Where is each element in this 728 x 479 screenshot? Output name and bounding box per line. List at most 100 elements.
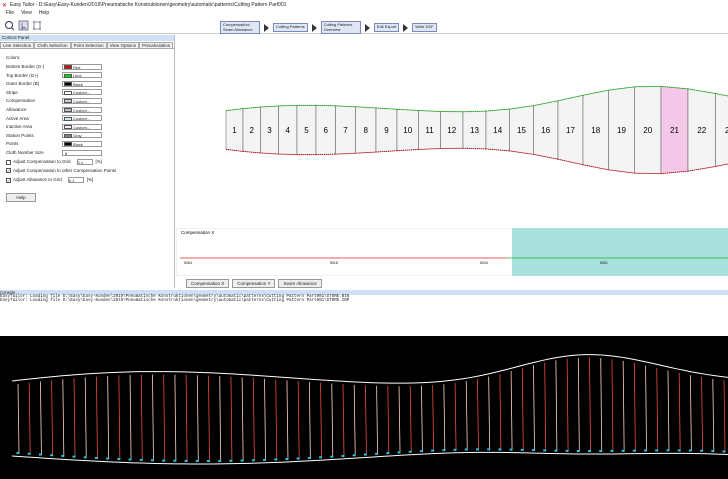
control-panel: Control Panel Line SelectionCloth Select… [0, 35, 175, 288]
color-swatch [64, 65, 72, 69]
color-swatch [64, 99, 72, 103]
marker [476, 448, 479, 450]
option-unit: [%] [96, 159, 103, 164]
cloth-number: 2 [250, 126, 255, 135]
marker [543, 449, 546, 451]
compensation-graph: Compensation X 5264501652445021 [176, 228, 728, 276]
option-label: Adjust Compensation to other Compensatio… [13, 168, 116, 173]
cloth-number: 5 [304, 126, 309, 135]
marker [95, 457, 98, 459]
marker [353, 454, 356, 456]
tab[interactable]: Line Selection [0, 42, 34, 48]
marker [308, 457, 311, 459]
marker [644, 450, 647, 452]
graph-button[interactable]: Compensation X [186, 279, 229, 288]
graph-title: Compensation X [181, 230, 214, 235]
menu-item[interactable]: Help [39, 10, 49, 18]
color-value: Red [73, 65, 80, 70]
cloth-number: 13 [470, 126, 479, 135]
marker [386, 452, 389, 454]
graph-button[interactable]: Compensation Y [232, 279, 275, 288]
color-dropdown[interactable]: Custom... [62, 107, 102, 113]
checkbox[interactable]: ✓ [6, 178, 11, 183]
marker [73, 456, 76, 458]
color-value: Custom... [73, 125, 90, 130]
marker [610, 450, 613, 452]
marker [420, 450, 423, 452]
color-dropdown[interactable]: Custom... [62, 124, 102, 130]
marker [666, 449, 669, 451]
menu-item[interactable]: File [6, 10, 14, 18]
row-label: Top Border (G+) [6, 73, 38, 78]
marker [319, 456, 322, 458]
workflow-button[interactable]: Cutting Patterns Overview [321, 21, 361, 34]
option-label: Adjust Compensation to Grid [13, 159, 71, 164]
page: ✕Easy Tailor - D:\Easy\Easy-Kunden\2019\… [0, 0, 728, 479]
color-swatch [64, 125, 72, 129]
graph-label: 5244 [480, 261, 488, 265]
cloth-number: 15 [517, 126, 526, 135]
checkbox[interactable]: ✓ [6, 168, 11, 173]
menu-bar: File View Help [0, 10, 49, 18]
cloth-number: 19 [617, 126, 626, 135]
cloth-number: 14 [493, 126, 502, 135]
marker [341, 455, 344, 457]
row-label: Compensation [6, 98, 35, 103]
menu-item[interactable]: View [21, 10, 32, 18]
color-dropdown[interactable]: Custom... [62, 89, 102, 95]
workflow-button[interactable]: Edit Export [374, 23, 400, 32]
color-dropdown[interactable]: Red [62, 64, 102, 70]
row-label: Outer Border (B) [6, 81, 39, 86]
color-dropdown[interactable]: Black [62, 141, 102, 147]
graph-button[interactable]: Seam Allowance [278, 279, 321, 288]
colors-heading: Colors: [6, 55, 20, 60]
color-value: Black [73, 82, 83, 87]
tab[interactable]: Point Selection [71, 42, 107, 48]
tab[interactable]: View Options [107, 42, 139, 48]
color-dropdown[interactable]: Custom... [62, 98, 102, 104]
color-swatch [64, 142, 72, 146]
marker [633, 450, 636, 452]
color-value: Black [73, 142, 83, 147]
color-dropdown[interactable]: Gray [62, 132, 102, 138]
cloth-number: 20 [643, 126, 652, 135]
marker [28, 453, 31, 455]
workflow: Compensation/ Seam Allowance Cutting Patt… [220, 21, 437, 34]
cloth-number: 4 [286, 126, 291, 135]
row-label: Points [6, 141, 19, 146]
color-value: Lime [73, 73, 82, 78]
color-dropdown[interactable]: Lime [62, 72, 102, 78]
color-dropdown[interactable]: Custom... [62, 115, 102, 121]
row-label: Cloth Number Size [6, 150, 44, 155]
checkbox[interactable] [6, 160, 11, 165]
tab[interactable]: Cloth Selection [34, 42, 70, 48]
option-input[interactable]: 0.1 [68, 177, 84, 183]
marker [196, 460, 199, 462]
title-bar: ✕Easy Tailor - D:\Easy\Easy-Kunden\2019\… [0, 0, 728, 10]
marker [678, 449, 681, 451]
option-unit: [%] [87, 177, 94, 182]
cloth-number: 16 [541, 126, 550, 135]
tool-icons[interactable] [4, 20, 44, 32]
color-swatch [64, 91, 72, 95]
color-swatch [64, 117, 72, 121]
cloth-number: 12 [447, 126, 456, 135]
graph-label: 5016 [330, 261, 338, 265]
marker [151, 459, 154, 461]
cloth-number: 8 [364, 126, 369, 135]
option-input[interactable]: 0.1 [77, 159, 93, 165]
help-button[interactable]: Help [6, 193, 36, 202]
graph-label: 5264 [184, 261, 192, 265]
number-input[interactable]: 8 [62, 150, 102, 156]
tab[interactable]: Precalculation [139, 42, 173, 48]
marker [442, 449, 445, 451]
row-label: Stripe [6, 90, 18, 95]
marker [173, 460, 176, 462]
color-dropdown[interactable]: Black [62, 81, 102, 87]
workflow-button[interactable]: Compensation/ Seam Allowance [220, 21, 260, 34]
color-value: Custom... [73, 90, 90, 95]
option-label: Adjust Allowance to Grid [13, 177, 62, 182]
workflow-button[interactable]: Write DXF [412, 23, 436, 32]
workflow-button[interactable]: Cutting Patterns [273, 23, 308, 32]
cloth-number: 18 [591, 126, 600, 135]
